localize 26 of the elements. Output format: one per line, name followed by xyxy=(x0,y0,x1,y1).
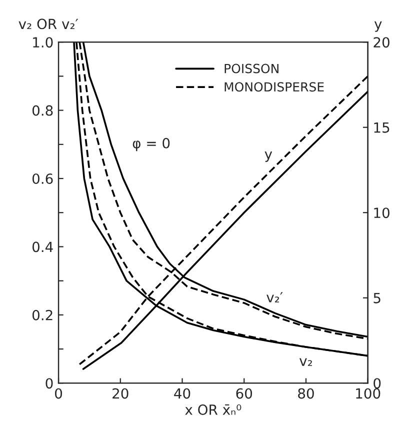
y-tick-label: 0.8 xyxy=(32,105,53,116)
annotation: v₂ xyxy=(299,358,312,366)
y2-tick-label: 20 xyxy=(374,37,390,48)
y-tick-label: 0 xyxy=(46,378,53,389)
x-tick-label: 60 xyxy=(236,388,252,399)
x-axis-title: x OR x̄ₙ⁰ xyxy=(185,404,242,415)
y2-tick-label: 0 xyxy=(374,378,381,389)
annotation: v₂′ xyxy=(266,292,283,302)
x-tick-label: 0 xyxy=(55,388,62,399)
x-tick-label: 20 xyxy=(112,388,128,399)
y-tick-label: 1.0 xyxy=(33,37,53,48)
annotation: φ = 0 xyxy=(132,138,170,152)
legend-label: MONODISPERSE xyxy=(224,82,324,92)
x-tick-label: 100 xyxy=(356,388,380,399)
annotation: y xyxy=(264,151,272,162)
y-axis-title: v₂ OR v₂′ xyxy=(18,18,78,30)
y-tick-label: 0.4 xyxy=(32,242,53,252)
x-tick-label: 40 xyxy=(174,388,190,399)
y2-tick-label: 10 xyxy=(374,208,390,218)
x-tick-label: 80 xyxy=(298,388,314,399)
y2-tick-label: 15 xyxy=(374,122,390,133)
y2-tick-label: 5 xyxy=(374,293,380,304)
y-tick-label: 0.2 xyxy=(32,310,52,320)
y-tick-label: 0.6 xyxy=(32,173,53,184)
legend-label: POISSON xyxy=(224,64,278,74)
y2-axis-title: y xyxy=(374,21,382,32)
